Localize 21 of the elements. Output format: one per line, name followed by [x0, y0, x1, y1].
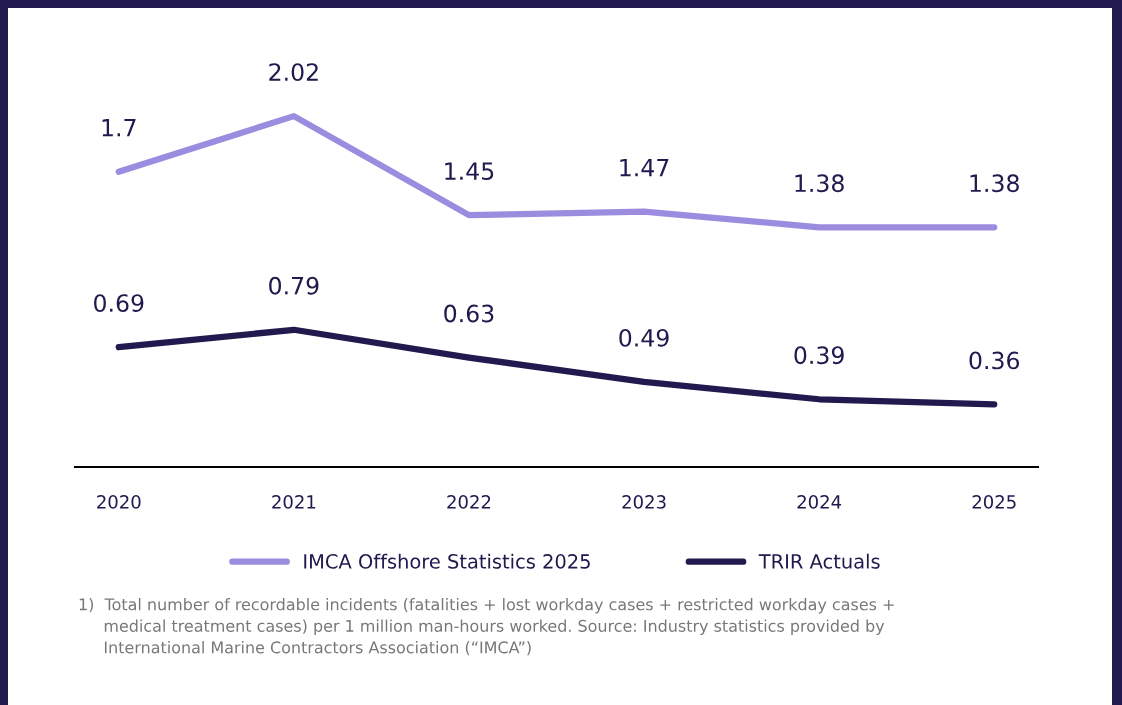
x-tick-label: 2020 — [97, 495, 141, 509]
x-tick-label: 2023 — [622, 495, 666, 509]
data-label: 1.47 — [620, 158, 669, 177]
data-label: 2.02 — [269, 63, 318, 82]
text: 1) Total number of recordable incidents (fatalities + lost workday cases + restricted workday cases + medical treatment cases) per 1 million man-hours worked. Source: Industry statistics provided by International Marine Contractors Association (“IMCA”) — [79, 598, 894, 656]
legend-label: IMCA Offshore Statistics 2025 — [304, 553, 590, 569]
data-label: 1.38 — [795, 174, 844, 193]
x-tick-label: 2024 — [797, 495, 842, 509]
data-label: 0.69 — [94, 294, 144, 313]
x-tick-label: 2025 — [972, 495, 1016, 509]
data-label: 0.36 — [969, 351, 1020, 370]
data-label: 0.79 — [269, 276, 319, 295]
legend-label: TRIR Actuals — [758, 553, 880, 569]
data-label: 1.38 — [970, 174, 1019, 193]
x-tick-label: 2022 — [447, 495, 491, 509]
x-tick-label: 2021 — [272, 495, 316, 509]
data-label: 1.7 — [102, 119, 136, 137]
data-label: 0.49 — [619, 328, 669, 347]
data-label: 0.63 — [444, 304, 494, 323]
data-label: 1.45 — [445, 162, 494, 181]
data-label: 0.39 — [794, 346, 844, 365]
